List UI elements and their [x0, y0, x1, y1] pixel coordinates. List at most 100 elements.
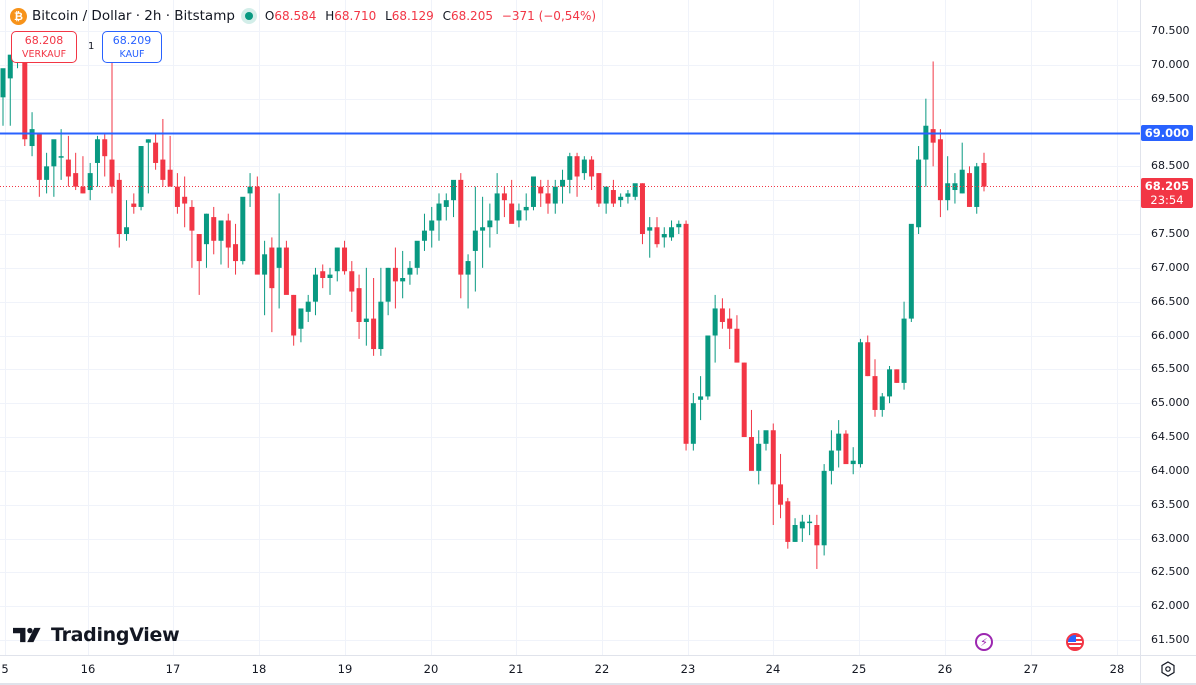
candle[interactable] — [182, 176, 188, 228]
candle[interactable] — [530, 176, 536, 211]
candle[interactable] — [94, 135, 100, 187]
candle[interactable] — [305, 294, 311, 322]
candle[interactable] — [174, 173, 180, 214]
candle[interactable] — [378, 267, 384, 356]
us-flag-event-icon[interactable] — [1066, 633, 1084, 651]
candle[interactable] — [821, 464, 827, 556]
candle[interactable] — [334, 247, 340, 282]
candle[interactable] — [327, 267, 333, 295]
candle[interactable] — [857, 338, 863, 468]
candle[interactable] — [160, 118, 166, 187]
candle[interactable] — [610, 179, 616, 207]
candle[interactable] — [923, 98, 929, 187]
candle[interactable] — [770, 423, 776, 525]
candle[interactable] — [458, 173, 464, 299]
candle[interactable] — [705, 335, 711, 400]
candle[interactable] — [792, 518, 798, 542]
candle[interactable] — [669, 220, 675, 241]
candle[interactable] — [342, 240, 348, 275]
candle[interactable] — [480, 196, 486, 268]
candle[interactable] — [574, 152, 580, 197]
candle[interactable] — [414, 240, 420, 275]
candle[interactable] — [145, 139, 151, 194]
candle[interactable] — [937, 129, 943, 218]
candle[interactable] — [36, 132, 42, 197]
candle[interactable] — [872, 359, 878, 417]
candle[interactable] — [552, 179, 558, 214]
candle[interactable] — [225, 213, 231, 268]
candle[interactable] — [312, 267, 318, 316]
candle[interactable] — [850, 447, 856, 475]
symbol-title[interactable]: Bitcoin / Dollar · 2h · Bitstamp — [32, 8, 235, 24]
candle[interactable] — [887, 365, 893, 404]
price-axis[interactable]: 70.50070.00069.50069.00068.50068.00067.5… — [1140, 0, 1196, 655]
tradingview-logo[interactable]: TradingView — [13, 624, 180, 646]
candle[interactable] — [778, 453, 784, 519]
candle[interactable] — [894, 369, 900, 383]
candle[interactable] — [371, 277, 377, 356]
candle[interactable] — [44, 152, 50, 194]
candle[interactable] — [981, 152, 987, 192]
candle[interactable] — [233, 223, 239, 275]
candle[interactable] — [625, 190, 631, 204]
candle[interactable] — [545, 179, 551, 214]
candle[interactable] — [363, 267, 369, 346]
buy-button[interactable]: 68.209 KAUF — [102, 31, 162, 63]
candle[interactable] — [799, 514, 805, 542]
candle[interactable] — [240, 196, 246, 265]
candle[interactable] — [748, 409, 754, 471]
candle[interactable] — [65, 135, 71, 187]
candle[interactable] — [632, 183, 638, 201]
candle[interactable] — [814, 514, 820, 569]
candle[interactable] — [908, 223, 914, 322]
candle[interactable] — [763, 430, 769, 451]
candle[interactable] — [276, 193, 282, 309]
candle[interactable] — [494, 173, 500, 235]
candle[interactable] — [952, 173, 958, 204]
candle[interactable] — [828, 430, 834, 485]
candle[interactable] — [538, 179, 544, 207]
sell-button[interactable]: 68.208 VERKAUF — [11, 31, 77, 63]
settings-icon[interactable] — [1160, 661, 1176, 677]
candle[interactable] — [916, 146, 922, 235]
candle[interactable] — [429, 206, 435, 248]
candle[interactable] — [596, 173, 602, 207]
candle[interactable] — [80, 156, 86, 194]
candle[interactable] — [58, 129, 64, 180]
candle[interactable] — [283, 240, 289, 295]
candle[interactable] — [465, 254, 471, 309]
candle[interactable] — [189, 200, 195, 268]
candle[interactable] — [131, 193, 137, 214]
candle[interactable] — [124, 200, 130, 241]
candle[interactable] — [676, 220, 682, 235]
candle[interactable] — [719, 298, 725, 329]
time-axis[interactable]: 5 16 17 18 19 20 21 22 23 24 25 26 27 28 — [0, 655, 1140, 685]
candle[interactable] — [516, 203, 522, 228]
candle[interactable] — [756, 430, 762, 485]
candle[interactable] — [661, 227, 667, 248]
candle[interactable] — [727, 308, 733, 350]
candle[interactable] — [73, 152, 79, 191]
candle[interactable] — [523, 193, 529, 221]
candle[interactable] — [690, 393, 696, 451]
candle[interactable] — [451, 179, 457, 218]
candle[interactable] — [879, 393, 885, 417]
candle[interactable] — [109, 51, 115, 194]
candle[interactable] — [167, 135, 173, 187]
candle[interactable] — [589, 156, 595, 191]
candle[interactable] — [254, 176, 260, 275]
candle[interactable] — [392, 247, 398, 309]
candle[interactable] — [262, 240, 268, 316]
candle[interactable] — [560, 169, 566, 204]
candle[interactable] — [901, 301, 907, 390]
candle[interactable] — [741, 362, 747, 438]
candle[interactable] — [407, 261, 413, 285]
candle[interactable] — [654, 217, 660, 248]
candle[interactable] — [436, 193, 442, 241]
candle[interactable] — [211, 206, 217, 255]
candle[interactable] — [836, 420, 842, 468]
candle[interactable] — [320, 264, 326, 289]
candle[interactable] — [734, 315, 740, 363]
candle[interactable] — [443, 193, 449, 221]
